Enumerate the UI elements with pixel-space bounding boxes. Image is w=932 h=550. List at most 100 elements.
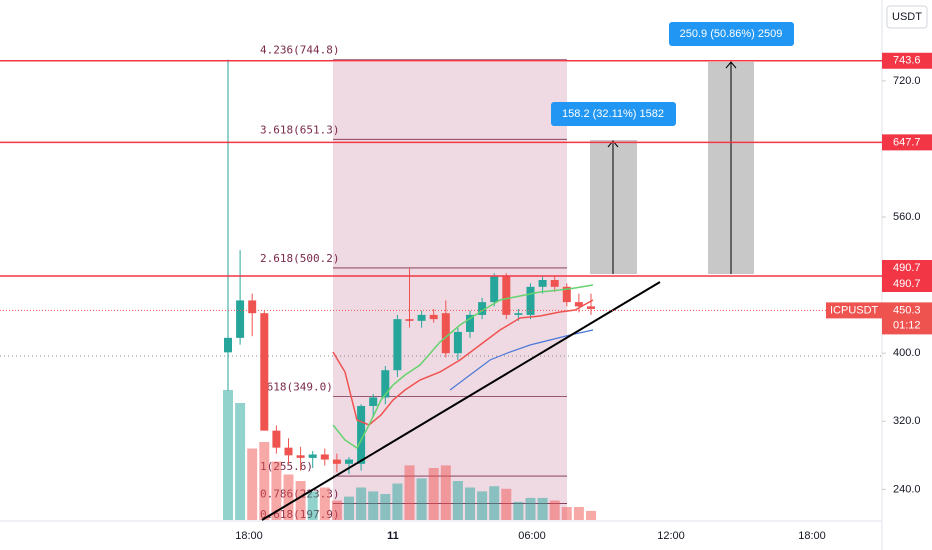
candle-body (441, 313, 450, 354)
price-tag-label: 490.7 (893, 278, 921, 290)
volume-bar (368, 491, 379, 520)
candle-body (526, 286, 535, 315)
volume-bar (573, 507, 584, 520)
volume-bar (440, 465, 451, 520)
measure-label: 158.2 (32.11%) 1582 (562, 108, 664, 120)
candle-body (490, 276, 499, 303)
price-tag (882, 260, 932, 276)
arrow-head (725, 61, 737, 69)
y-tick-label: 400.0 (893, 347, 921, 359)
candle-body (308, 454, 317, 458)
moving-average (449, 329, 594, 391)
price-tag (882, 276, 932, 292)
price-tag-label: 647.7 (893, 136, 921, 148)
volume-bar (477, 491, 488, 520)
volume-bar (356, 487, 367, 520)
candle-body (272, 430, 281, 448)
x-tick-label: 06:00 (518, 530, 546, 542)
volume-bar (319, 487, 330, 520)
unit-button[interactable] (886, 5, 928, 29)
candle-body (429, 314, 438, 320)
candle-body (405, 319, 414, 321)
candle-body (357, 405, 366, 464)
volume-bar (549, 500, 560, 520)
symbol-tag (826, 302, 882, 319)
candle-body (587, 306, 595, 309)
measure-box (669, 22, 794, 46)
price-tag-label: 490.7 (893, 262, 921, 274)
volume-bar (380, 494, 391, 520)
volume-bar (392, 483, 403, 520)
volume-bar (259, 442, 270, 520)
x-tick-label: 18:00 (798, 530, 826, 542)
candle-body (248, 300, 257, 314)
price-tag-label: 743.6 (893, 55, 921, 67)
candle-body (345, 459, 353, 464)
arrow-head (607, 140, 619, 148)
volume-bar (295, 481, 306, 520)
candle-body (514, 313, 523, 315)
volume-bar (452, 481, 463, 520)
y-tick-label: 320.0 (893, 415, 921, 427)
candle-body (453, 331, 462, 354)
candle-body (320, 454, 329, 460)
measure-box (551, 102, 676, 126)
candle-body (574, 302, 583, 307)
volume-bar (247, 448, 258, 520)
y-tick-label: 560.0 (893, 211, 921, 223)
volume-bar (235, 403, 246, 520)
y-tick-label: 720.0 (893, 75, 921, 87)
fib-label: 3.618(651.3) (260, 123, 339, 136)
candle-body (466, 314, 474, 332)
x-tick-label: 18:00 (235, 530, 263, 542)
price-tag (882, 52, 932, 69)
volume-bar (416, 478, 427, 520)
measure-label: 250.9 (50.86%) 2509 (680, 28, 783, 40)
candle-body (296, 455, 305, 458)
volume-bar (428, 468, 439, 520)
volume-bar (586, 510, 596, 520)
volume-bar (489, 486, 500, 520)
candle-body (502, 276, 511, 315)
candle-body (260, 313, 269, 431)
moving-average (332, 284, 594, 450)
volume-bar (223, 390, 233, 520)
volume-bar (331, 500, 342, 520)
volume-bar (561, 507, 572, 520)
plot: 4.236(744.8) 3.618(651.3) 2.618(500.2) .618… (223, 44, 596, 521)
volume-bar (307, 491, 318, 520)
candle-body (332, 459, 341, 464)
volume-bar (404, 465, 415, 520)
volume-bar (465, 487, 475, 520)
x-tick-label: 11 (387, 530, 399, 542)
candle-body (538, 280, 547, 287)
candle-body (224, 337, 232, 353)
volume-bar (513, 501, 524, 520)
candle-body (381, 370, 390, 398)
volume-bar (501, 488, 512, 520)
candle-body (284, 447, 293, 456)
symbol-name: ICPUSDT (830, 304, 879, 316)
current-price: 450.3 (893, 304, 921, 316)
volume-bar (525, 497, 536, 520)
volume-bar (271, 461, 282, 520)
candle-body (417, 314, 426, 321)
candle-body (369, 397, 378, 406)
trend-line (261, 281, 661, 521)
fib-label: 4.236(744.8) (260, 44, 339, 57)
y-tick-label: 240.0 (893, 483, 921, 495)
volume-bar (537, 497, 548, 520)
candle-body (562, 286, 571, 303)
fib-label: 2.618(500.2) (260, 252, 339, 265)
candle-body (393, 319, 402, 371)
price-tag (882, 302, 932, 335)
price-tag (882, 134, 932, 151)
volume-bar (344, 496, 354, 520)
countdown: 01:12 (893, 319, 921, 331)
unit-label: USDT (892, 11, 922, 23)
candle-body (236, 300, 245, 338)
moving-average (332, 299, 594, 426)
candle-body (550, 280, 559, 287)
x-tick-label: 12:00 (657, 530, 685, 542)
